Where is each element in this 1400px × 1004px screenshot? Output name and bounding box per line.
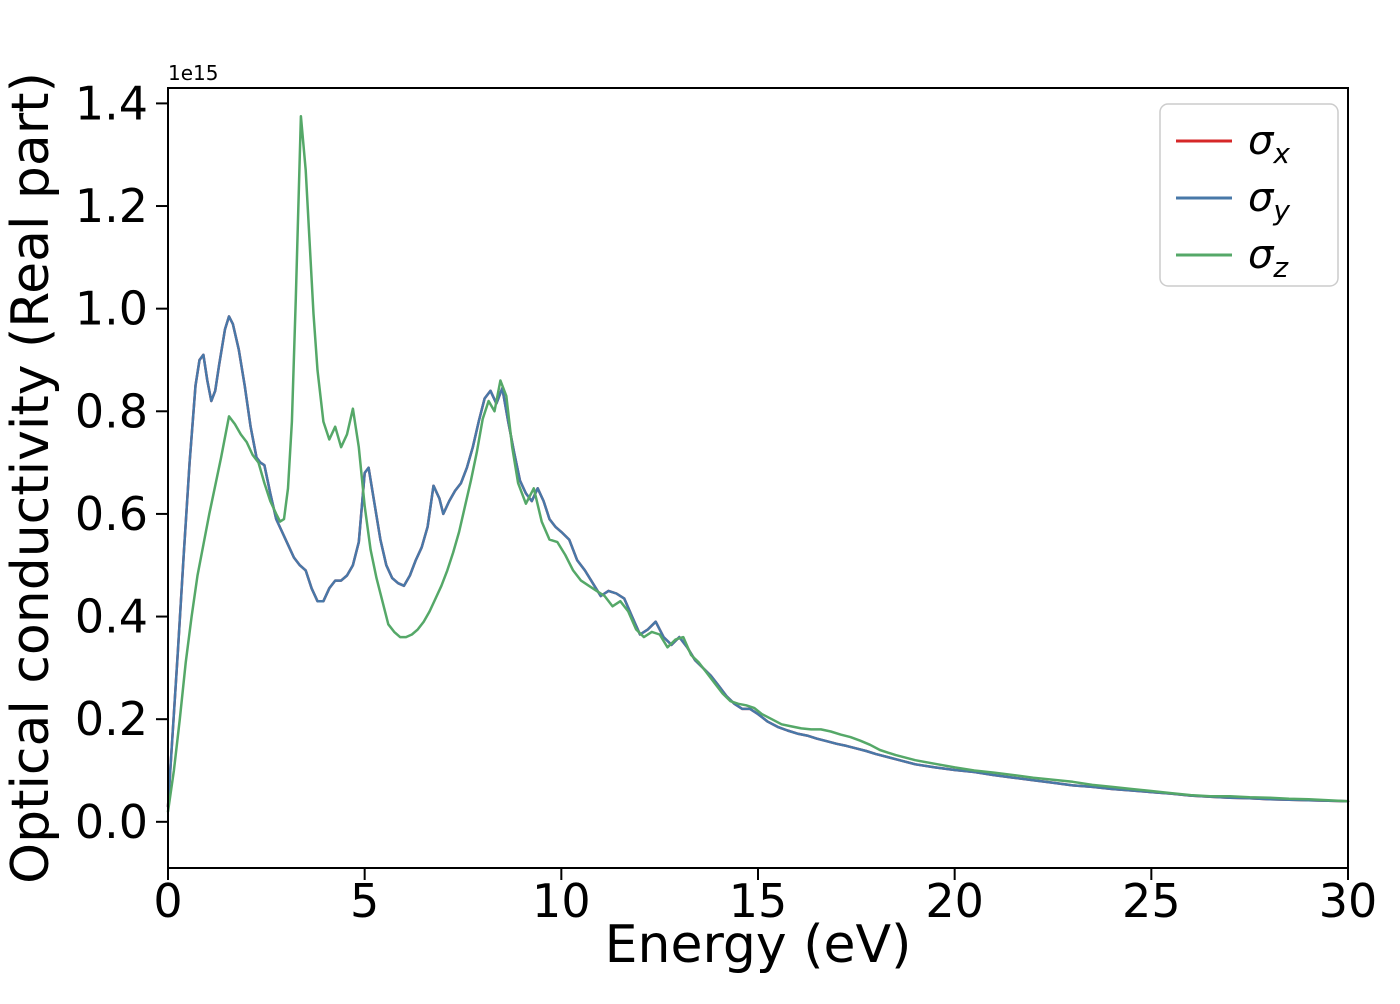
y-tick-label: 1.0 bbox=[75, 282, 148, 336]
x-axis-ticks: 0 5 10 15 20 25 30 bbox=[153, 868, 1377, 928]
y-tick-label: 1.4 bbox=[75, 76, 148, 130]
x-tick-label: 10 bbox=[532, 874, 591, 928]
series-lines bbox=[166, 114, 1350, 813]
y-tick-label: 1.2 bbox=[75, 179, 148, 233]
y-axis-label: Optical conductivity (Real part) bbox=[1, 72, 61, 884]
legend-label-sigma-z: σz bbox=[1248, 232, 1289, 284]
y-axis-offset-text: 1e15 bbox=[168, 61, 218, 85]
x-tick-label: 0 bbox=[153, 874, 182, 928]
y-axis-ticks: 0.0 0.2 0.4 0.6 0.8 1.0 1.2 1.4 bbox=[75, 76, 168, 849]
y-tick-label: 0.4 bbox=[75, 590, 148, 644]
x-axis-label: Energy (eV) bbox=[605, 915, 912, 975]
x-tick-label: 5 bbox=[350, 874, 379, 928]
series-line-sigma-z bbox=[166, 114, 1350, 813]
x-tick-label: 20 bbox=[925, 874, 984, 928]
y-tick-label: 0.2 bbox=[75, 692, 148, 746]
legend-box bbox=[1159, 103, 1339, 287]
y-tick-label: 0.0 bbox=[75, 795, 148, 849]
x-tick-label: 30 bbox=[1319, 874, 1378, 928]
series-line-sigma-y bbox=[166, 315, 1350, 808]
x-tick-label: 15 bbox=[729, 874, 788, 928]
x-tick-label: 25 bbox=[1122, 874, 1181, 928]
y-tick-label: 0.8 bbox=[75, 384, 148, 438]
y-tick-label: 0.6 bbox=[75, 487, 148, 541]
series-line-sigma-x bbox=[166, 315, 1350, 808]
